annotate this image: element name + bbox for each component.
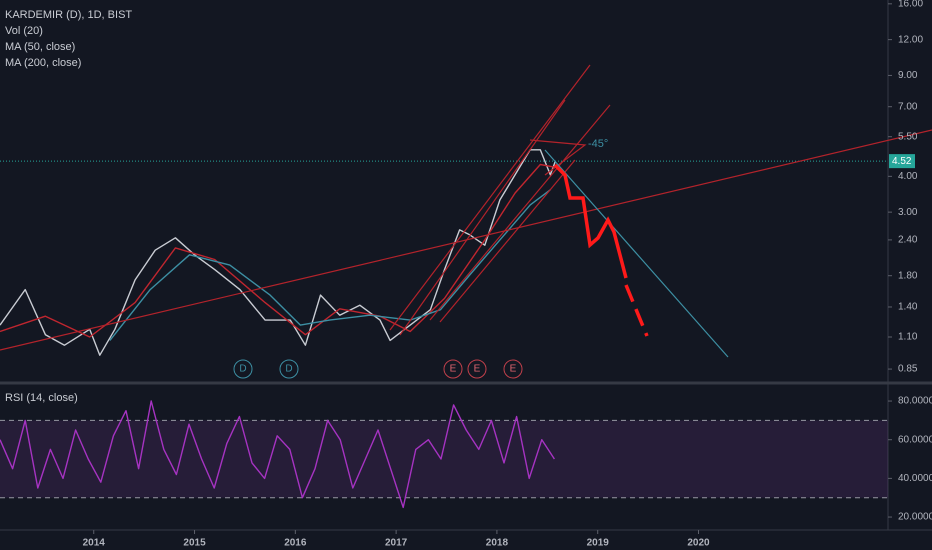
angle-line [544,149,729,358]
x-tick-label: 2017 [385,538,408,549]
trend-line [439,159,576,323]
event-label: E [450,364,457,375]
y-tick-label: 4.00 [898,171,918,182]
y-tick-label: 1.80 [898,270,918,281]
x-tick-label: 2019 [587,538,610,549]
trend-line [389,64,591,331]
y-tick-label: 5.50 [898,131,918,142]
y-tick-label: 40.0000 [898,473,932,484]
forecast-path [624,284,649,337]
y-tick-label: 20.0000 [898,512,932,523]
event-marker [467,359,487,379]
angle-label: -45° [588,138,608,150]
event-label: D [285,364,292,375]
last-price-tag [889,154,915,169]
event-marker [443,359,463,379]
legend-entry: MA (50, close) [5,41,75,53]
y-tick-label: 12.00 [898,34,923,45]
y-tick-label: 9.00 [898,70,918,81]
event-label: D [239,364,246,375]
x-tick-label: 2015 [183,538,206,549]
event-marker [279,359,299,379]
y-tick-label: 1.10 [898,332,918,343]
trend-line [429,104,611,321]
y-tick-label: 80.0000 [898,396,932,407]
x-tick-label: 2020 [687,538,710,549]
rsi-band [0,420,888,498]
legend-entry: RSI (14, close) [5,392,78,404]
event-marker [233,359,253,379]
event-marker [503,359,523,379]
drawings [0,64,932,358]
last-price-label: 4.52 [892,156,912,167]
event-label: E [474,364,481,375]
x-tick-label: 2014 [83,538,106,549]
series-line [0,400,555,509]
symbol-title: KARDEMIR (D), 1D, BIST [5,9,132,21]
indicator-label: Vol (20) [5,25,43,37]
y-tick-label: 2.40 [898,235,918,246]
x-tick-label: 2016 [284,538,307,549]
legend-entry: MA (200, close) [5,57,81,69]
forecast-path [553,163,628,279]
y-tick-label: 1.40 [898,302,918,313]
y-tick-label: 3.00 [898,207,918,218]
series-line [0,149,557,356]
events: D D E E E [233,359,523,379]
series-line [109,189,551,341]
event-label: E [510,364,517,375]
y-tick-label: 60.0000 [898,434,932,445]
trend-line [399,99,566,336]
x-tick-label: 2018 [486,538,509,549]
y-tick-label: 7.00 [898,101,918,112]
y-tick-label: 0.85 [898,364,918,375]
y-tick-label: 16.00 [898,0,923,9]
